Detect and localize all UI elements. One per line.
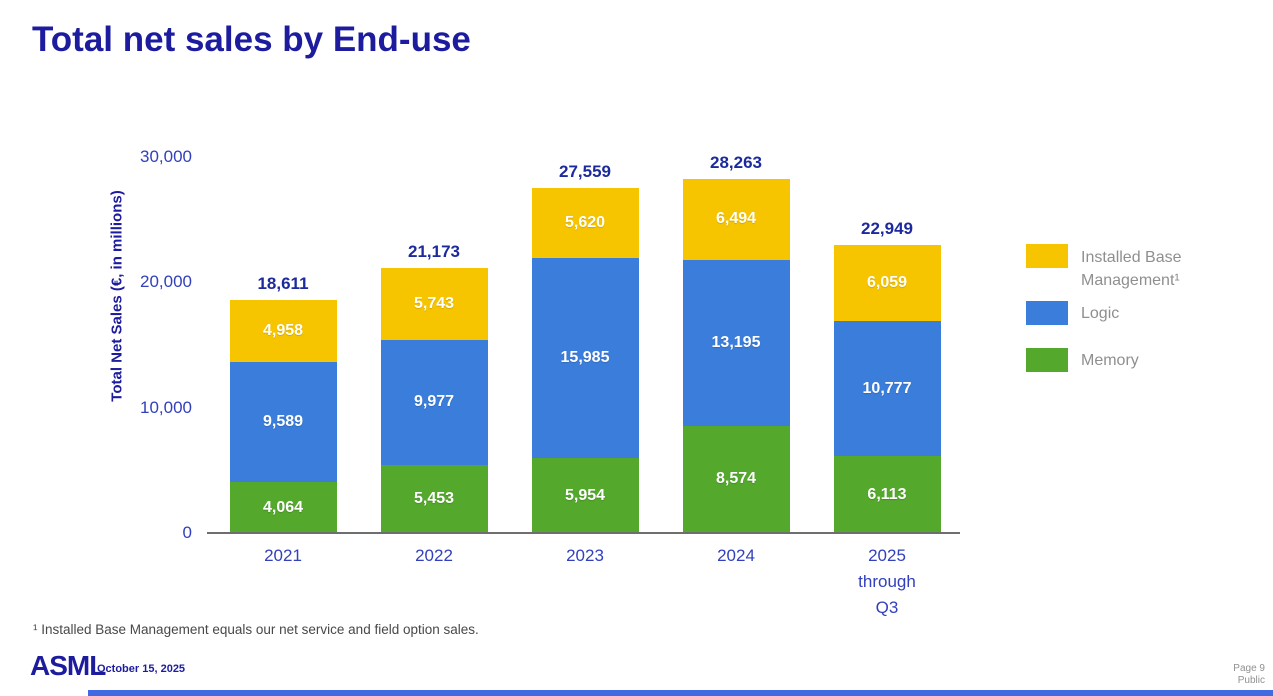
legend-label: Installed Base Management¹ [1081, 246, 1182, 292]
page-number: Page 9 [1233, 663, 1265, 674]
bar-segment-memory-2021: 4,064 [229, 482, 337, 533]
bar-segment-value: 6,494 [715, 210, 757, 228]
asml-logo: ASML [30, 650, 106, 681]
x-axis-label-line: 2023 [566, 546, 604, 565]
bar-segment-value: 5,743 [413, 294, 455, 312]
legend-label-line: Memory [1081, 352, 1139, 369]
bar-total-label-2021: 18,611 [257, 273, 309, 293]
x-axis-label-2022: 2022 [359, 543, 509, 569]
bar-segment-value: 5,954 [564, 486, 606, 504]
bar-total-label-2022: 21,173 [408, 241, 460, 261]
bar-segment-logic-2025: 10,777 [833, 321, 941, 457]
bar-segment-value: 5,620 [564, 213, 606, 231]
bar-total-label-2024: 28,263 [710, 152, 762, 172]
bar-segment-installed-base-management-2023: 5,620 [531, 187, 639, 259]
x-axis-label-2025: 2025 through Q3 [812, 543, 962, 621]
bar-segment-value: 8,574 [715, 470, 757, 488]
bar-segment-installed-base-management-2022: 5,743 [380, 267, 488, 340]
bar-segment-value: 10,777 [862, 379, 912, 397]
x-axis-label-line: 2024 [717, 546, 755, 565]
bar-segment-installed-base-management-2025: 6,059 [833, 245, 941, 322]
bar-segment-logic-2024: 13,195 [682, 260, 790, 426]
footnote: ¹ Installed Base Management equals our n… [33, 622, 479, 637]
x-axis-label-line: 2021 [264, 546, 302, 565]
x-axis-label-line: 2025 [868, 546, 906, 565]
bar-segment-logic-2023: 15,985 [531, 258, 639, 459]
y-tick-label: 30,000 [140, 147, 192, 166]
x-axis-label-line: Q3 [875, 598, 899, 617]
legend-swatch-memory [1026, 348, 1068, 372]
x-axis-label-line: 2022 [415, 546, 453, 565]
bar-segment-memory-2022: 5,453 [380, 464, 488, 533]
x-axis-line [207, 532, 960, 534]
bar-segment-memory-2025: 6,113 [833, 456, 941, 533]
bar-segment-value: 4,064 [262, 498, 304, 516]
bar-segment-value: 6,059 [866, 274, 908, 292]
legend-swatch-logic [1026, 301, 1068, 325]
page-title: Total net sales by End-use [32, 20, 471, 59]
x-axis-label-2021: 2021 [208, 543, 358, 569]
x-axis-label-2024: 2024 [661, 543, 811, 569]
bar-segment-value: 5,453 [413, 489, 455, 507]
page-info: Page 9 Public [1233, 663, 1265, 687]
bar-segment-logic-2021: 9,589 [229, 361, 337, 483]
x-axis-label-line: through [858, 572, 916, 591]
footer-date: October 15, 2025 [97, 663, 186, 675]
bar-total-label-2023: 27,559 [559, 161, 611, 181]
bar-segment-installed-base-management-2021: 4,958 [229, 299, 337, 362]
bar-segment-value: 4,958 [262, 321, 304, 339]
bar-segment-memory-2023: 5,954 [531, 458, 639, 533]
y-tick-label: 0 [182, 523, 192, 542]
bar-segment-value: 15,985 [560, 349, 610, 367]
legend-label-line: Logic [1081, 305, 1120, 322]
bar-segment-value: 6,113 [867, 485, 907, 503]
bar-segment-installed-base-management-2024: 6,494 [682, 178, 790, 261]
legend-label: Logic [1081, 302, 1119, 325]
y-axis-title: Total Net Sales (€, in millions) [108, 190, 126, 402]
legend-swatch-installed-base [1026, 244, 1068, 268]
legend-label-line: Installed Base [1081, 249, 1182, 266]
bar-segment-value: 9,589 [262, 412, 304, 430]
y-tick-label: 10,000 [140, 397, 192, 417]
bar-total-label-2025: 22,949 [861, 219, 913, 239]
legend-label-line: Management¹ [1081, 272, 1180, 289]
bar-segment-value: 9,977 [413, 393, 455, 411]
x-axis-label-2023: 2023 [510, 543, 660, 569]
bar-segment-logic-2022: 9,977 [380, 339, 488, 465]
bar-segment-memory-2024: 8,574 [682, 425, 790, 533]
classification-label: Public [1237, 675, 1265, 686]
legend-label: Memory [1081, 349, 1139, 372]
y-tick-label: 20,000 [140, 272, 192, 292]
bottom-accent-bar [88, 690, 1273, 696]
bar-segment-value: 13,195 [711, 333, 761, 351]
